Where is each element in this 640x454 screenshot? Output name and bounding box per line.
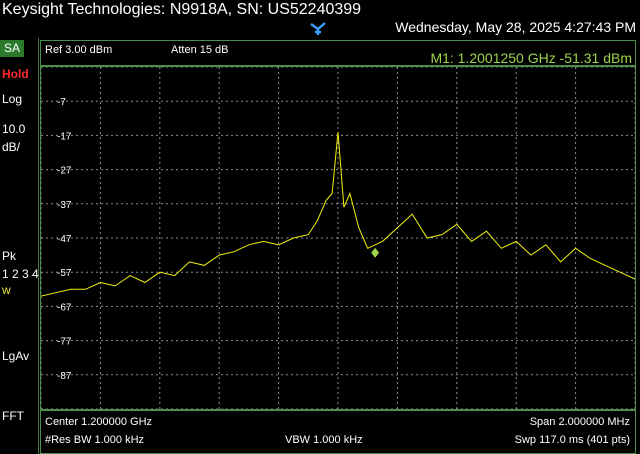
y-tick-label: -27 — [57, 166, 72, 177]
sidebar-divider — [38, 38, 39, 454]
marker-readout: M1: 1.2001250 GHz -51.31 dBm — [430, 50, 632, 66]
y-tick-label: -37 — [57, 200, 72, 211]
trace-line — [41, 131, 635, 297]
center-frequency[interactable]: Center 1.200000 GHz — [45, 416, 153, 428]
y-tick-label: -87 — [57, 371, 72, 382]
scale-div-unit: dB/ — [2, 140, 21, 154]
mode-badge[interactable]: SA — [0, 40, 24, 57]
average-type: LgAv — [2, 349, 30, 363]
hold-indicator: Hold — [2, 67, 29, 81]
settings-bar — [40, 40, 636, 66]
detector-label: Pk — [2, 249, 17, 263]
datetime: Wednesday, May 28, 2025 4:27:43 PM — [395, 19, 636, 35]
y-tick-label: -47 — [57, 234, 72, 245]
y-tick-label: -7 — [57, 97, 66, 108]
attenuation[interactable]: Atten 15 dB — [171, 44, 229, 56]
y-tick-label: -17 — [57, 131, 72, 142]
y-tick-label: -77 — [57, 337, 72, 348]
resolution-bandwidth[interactable]: #Res BW 1.000 kHz — [45, 434, 145, 446]
trace-numbers: 1 2 3 4 — [2, 267, 39, 281]
y-tick-label: -67 — [57, 302, 72, 313]
y-tick-label: -57 — [57, 268, 72, 279]
spectrum-plot[interactable]: -7 -17 -27 -37 -47 -57 -67 -77 -87 — [41, 67, 635, 409]
sweep-type: FFT — [2, 409, 24, 423]
scale-div-value: 10.0 — [2, 122, 26, 136]
video-bandwidth[interactable]: VBW 1.000 kHz — [285, 434, 363, 446]
marker-m1 — [371, 247, 380, 258]
span[interactable]: Span 2.000000 MHz — [529, 416, 630, 428]
sweep-time[interactable]: Swp 117.0 ms (401 pts) — [514, 434, 630, 446]
scale-type: Log — [2, 92, 23, 106]
y-tick-labels: -7 -17 -27 -37 -47 -57 -67 -77 -87 — [57, 97, 72, 382]
grid — [41, 67, 635, 409]
window-title: Keysight Technologies: N9918A, SN: US522… — [2, 1, 362, 18]
ref-level[interactable]: Ref 3.00 dBm — [45, 44, 113, 56]
trace-state: w — [2, 283, 11, 297]
connection-icon — [310, 22, 326, 35]
marker-diamond — [371, 247, 380, 258]
